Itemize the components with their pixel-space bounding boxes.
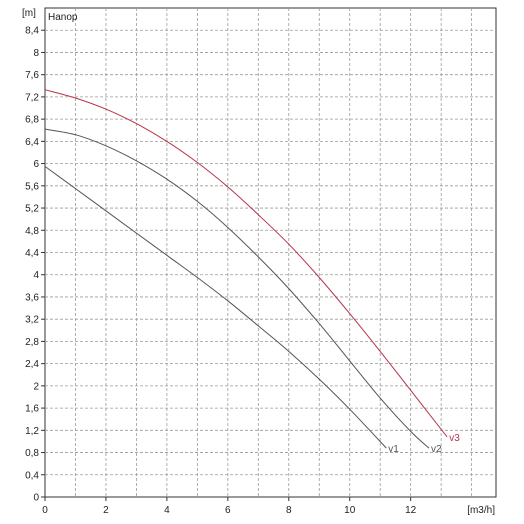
y-tick-label: 1,2 xyxy=(25,426,39,437)
y-tick-label: 2,8 xyxy=(25,337,39,348)
y-tick-label: 5,2 xyxy=(25,204,39,215)
y-tick-label: 0,4 xyxy=(25,470,39,481)
y-tick-label: 4,4 xyxy=(25,248,39,259)
series-label-v2: v2 xyxy=(431,444,442,455)
y-tick-label: 4 xyxy=(33,270,39,281)
series-layer xyxy=(44,89,448,449)
x-tick-label: 8 xyxy=(286,505,292,516)
y-tick-label: 3,2 xyxy=(25,315,39,326)
y-tick-label: 3,6 xyxy=(25,292,39,303)
x-tick-label: 12 xyxy=(405,505,417,516)
x-tick-label: 2 xyxy=(103,505,109,516)
y-tick-label: 4,8 xyxy=(25,226,39,237)
y-tick-label: 2 xyxy=(33,381,39,392)
y-tick-label: 2,4 xyxy=(25,359,39,370)
y-tick-label: 7,2 xyxy=(25,92,39,103)
y-tick-label: 0 xyxy=(33,493,39,504)
chart-title: Hanop xyxy=(48,12,78,23)
y-tick-label: 5,6 xyxy=(25,181,39,192)
y-tick-label: 8 xyxy=(33,48,39,59)
x-tick-label: 0 xyxy=(42,505,48,516)
x-tick-label: 4 xyxy=(164,505,170,516)
y-tick-label: 6,8 xyxy=(25,115,39,126)
x-tick-label: 6 xyxy=(225,505,231,516)
y-tick-label: 7,6 xyxy=(25,70,39,81)
series-label-v1: v1 xyxy=(388,444,399,455)
y-tick-label: 6,4 xyxy=(25,137,39,148)
y-tick-label: 6 xyxy=(33,159,39,170)
labels-layer: v1 v2 v3 xyxy=(388,433,460,455)
series-label-v3: v3 xyxy=(449,433,460,444)
series-line-v2 xyxy=(44,128,430,449)
x-tick-label: 10 xyxy=(344,505,356,516)
y-tick-label: 1,6 xyxy=(25,404,39,415)
y-tick-label: 0,8 xyxy=(25,448,39,459)
ticks-layer: 0 0,4 0,8 1,2 1,6 2 2,4 2,8 3,2 3,6 4 4,4 4,8 5,2 5,6 6… xyxy=(25,26,417,516)
series-line-v1 xyxy=(44,165,387,449)
y-axis-label: [m] xyxy=(22,8,36,19)
y-tick-label: 8,4 xyxy=(25,26,39,37)
grid-layer xyxy=(45,8,496,497)
x-axis-label: [m3/h] xyxy=(467,505,495,516)
series-line-v3 xyxy=(44,89,448,438)
